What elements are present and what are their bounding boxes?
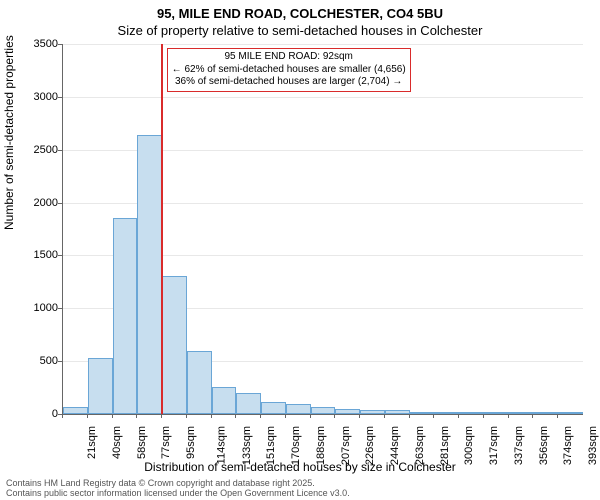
x-tick-label: 170sqm (290, 426, 302, 465)
x-tick-mark (483, 414, 484, 418)
x-tick-label: 300sqm (464, 426, 476, 465)
annotation-line1: 95 MILE END ROAD: 92sqm (172, 51, 406, 64)
histogram-bar (385, 410, 410, 414)
x-tick-mark (112, 414, 113, 418)
x-tick-label: 356sqm (538, 426, 550, 465)
y-tick-label: 1000 (18, 302, 58, 314)
x-tick-mark (409, 414, 410, 418)
histogram-bar (63, 407, 88, 414)
histogram-bar (236, 393, 261, 414)
x-tick-mark (136, 414, 137, 418)
y-tick-mark (58, 203, 62, 204)
gridline (63, 44, 583, 45)
x-tick-mark (458, 414, 459, 418)
x-tick-label: 281sqm (439, 426, 451, 465)
footer-attribution: Contains HM Land Registry data © Crown c… (6, 478, 350, 499)
histogram-bar (311, 407, 336, 414)
histogram-bar (162, 276, 187, 414)
histogram-bar (88, 358, 113, 414)
x-tick-label: 374sqm (563, 426, 575, 465)
y-tick-mark (58, 255, 62, 256)
x-tick-label: 226sqm (365, 426, 377, 465)
y-tick-mark (58, 361, 62, 362)
annotation-box: 95 MILE END ROAD: 92sqm ← 62% of semi-de… (167, 48, 411, 92)
x-tick-mark (211, 414, 212, 418)
x-tick-label: 188sqm (315, 426, 327, 465)
y-axis-label: Number of semi-detached properties (2, 35, 16, 230)
histogram-bar (113, 218, 138, 414)
x-tick-mark (557, 414, 558, 418)
x-tick-label: 40sqm (111, 426, 123, 459)
footer-line1: Contains HM Land Registry data © Crown c… (6, 478, 350, 488)
x-tick-label: 151sqm (265, 426, 277, 465)
y-tick-label: 0 (18, 408, 58, 420)
x-tick-label: 263sqm (414, 426, 426, 465)
histogram-bar (212, 387, 237, 414)
plot-area: 95 MILE END ROAD: 92sqm ← 62% of semi-de… (62, 44, 583, 415)
x-tick-label: 337sqm (513, 426, 525, 465)
y-tick-mark (58, 308, 62, 309)
histogram-bar (509, 412, 534, 414)
chart-container: 95, MILE END ROAD, COLCHESTER, CO4 5BU S… (0, 0, 600, 500)
y-tick-mark (58, 44, 62, 45)
x-tick-mark (161, 414, 162, 418)
annotation-line3: 36% of semi-detached houses are larger (… (172, 76, 406, 89)
x-tick-mark (87, 414, 88, 418)
x-tick-label: 393sqm (587, 426, 599, 465)
x-tick-mark (532, 414, 533, 418)
x-tick-mark (433, 414, 434, 418)
x-tick-label: 58sqm (136, 426, 148, 459)
histogram-bar (261, 402, 286, 414)
x-tick-label: 114sqm (215, 426, 227, 464)
x-tick-label: 21sqm (86, 426, 98, 459)
histogram-bar (335, 409, 360, 414)
x-tick-mark (285, 414, 286, 418)
histogram-bar (410, 412, 435, 414)
y-tick-label: 2500 (18, 144, 58, 156)
x-tick-mark (62, 414, 63, 418)
histogram-bar (533, 412, 558, 414)
y-tick-label: 3000 (18, 91, 58, 103)
x-tick-mark (186, 414, 187, 418)
x-tick-label: 207sqm (340, 426, 352, 465)
histogram-bar (187, 351, 212, 414)
histogram-bar (137, 135, 162, 414)
y-tick-label: 3500 (18, 38, 58, 50)
x-tick-mark (310, 414, 311, 418)
histogram-bar (459, 412, 484, 414)
gridline (63, 97, 583, 98)
histogram-bar (286, 404, 311, 414)
x-tick-mark (260, 414, 261, 418)
x-tick-mark (334, 414, 335, 418)
reference-marker-line (161, 44, 163, 414)
footer-line2: Contains public sector information licen… (6, 488, 350, 498)
x-tick-label: 244sqm (389, 426, 401, 465)
x-tick-mark (508, 414, 509, 418)
y-tick-mark (58, 150, 62, 151)
x-tick-mark (384, 414, 385, 418)
x-tick-label: 133sqm (241, 426, 253, 465)
y-tick-mark (58, 97, 62, 98)
x-tick-label: 317sqm (488, 426, 500, 465)
x-tick-mark (235, 414, 236, 418)
x-tick-mark (359, 414, 360, 418)
chart-title-line1: 95, MILE END ROAD, COLCHESTER, CO4 5BU (0, 6, 600, 21)
y-tick-label: 1500 (18, 249, 58, 261)
histogram-bar (434, 412, 459, 414)
x-tick-label: 95sqm (185, 426, 197, 459)
histogram-bar (558, 412, 583, 414)
histogram-bar (484, 412, 509, 414)
chart-title-line2: Size of property relative to semi-detach… (0, 23, 600, 38)
y-tick-label: 500 (18, 355, 58, 367)
x-tick-label: 77sqm (160, 426, 172, 459)
annotation-line2: ← 62% of semi-detached houses are smalle… (172, 64, 406, 77)
y-tick-label: 2000 (18, 197, 58, 209)
histogram-bar (360, 410, 385, 414)
